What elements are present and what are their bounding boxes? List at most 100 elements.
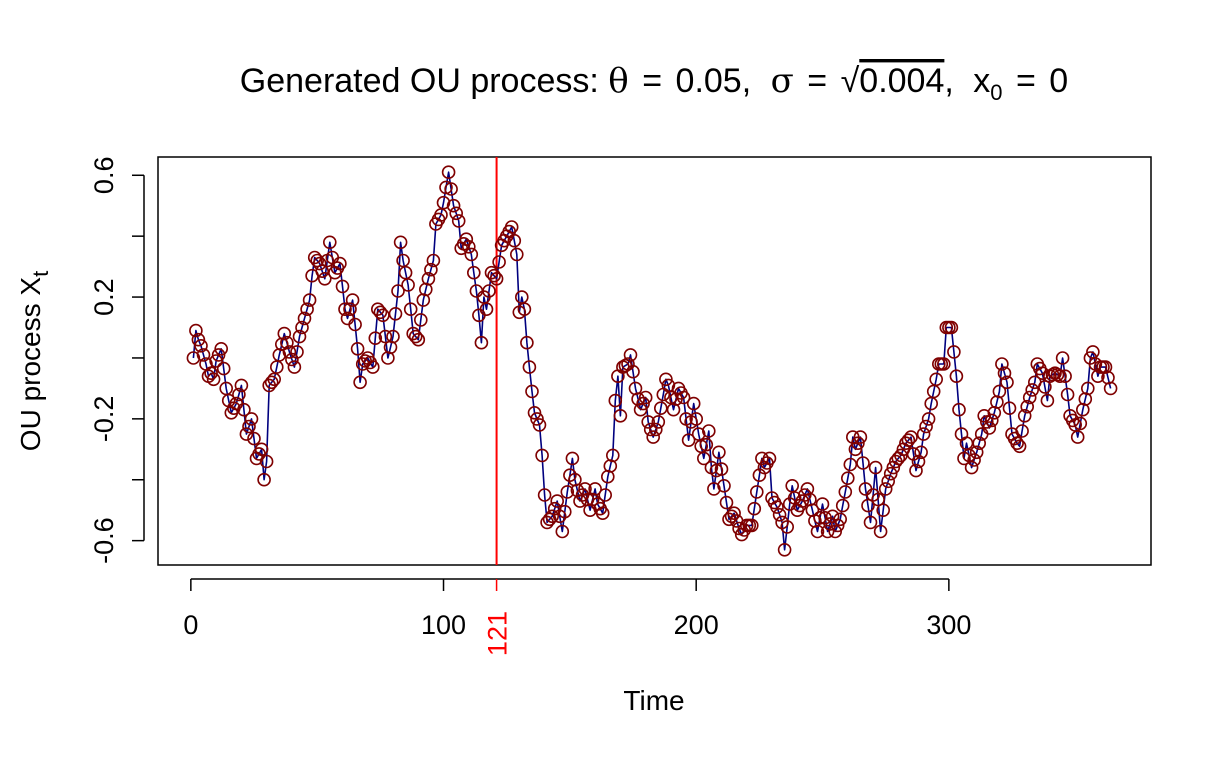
- title-comma-1: ,: [742, 62, 751, 100]
- data-point: [411, 332, 426, 347]
- data-point: [588, 482, 602, 496]
- data-point: [234, 378, 249, 393]
- y-tick-label: -0.2: [89, 396, 119, 443]
- data-point: [348, 317, 362, 332]
- data-point: [343, 302, 357, 317]
- data-point: [838, 485, 853, 499]
- data-point: [209, 354, 223, 368]
- data-point: [350, 341, 365, 356]
- data-point: [1050, 367, 1065, 382]
- data-point: [1070, 430, 1085, 444]
- data-point: [257, 472, 271, 487]
- data-point: [1058, 369, 1072, 384]
- data-point: [532, 418, 547, 432]
- data-point: [530, 412, 544, 426]
- data-point: [1060, 387, 1075, 402]
- data-point: [474, 335, 489, 350]
- data-point: [451, 214, 466, 228]
- data-point: [843, 457, 858, 472]
- title-theta-value: 0.05: [676, 62, 742, 100]
- data-point: [914, 445, 928, 460]
- data-point: [244, 412, 259, 426]
- data-point: [517, 302, 532, 317]
- data-point: [1017, 408, 1032, 423]
- data-point: [638, 390, 653, 405]
- data-point: [482, 284, 496, 298]
- data-point: [1010, 436, 1024, 451]
- data-point: [520, 335, 534, 350]
- data-point: [856, 456, 870, 470]
- title-comma-2: ,: [944, 62, 953, 100]
- data-point: [613, 408, 628, 423]
- data-point: [770, 500, 784, 514]
- data-point: [871, 492, 885, 507]
- y-tick-label: 0.6: [89, 157, 119, 195]
- data-point: [853, 430, 868, 444]
- data-point: [686, 396, 701, 411]
- data-point: [696, 451, 711, 466]
- data-point: [315, 264, 330, 279]
- data-point: [254, 442, 269, 457]
- data-point: [1012, 439, 1027, 454]
- data-point: [929, 372, 944, 387]
- data-point: [1073, 416, 1088, 431]
- data-point: [780, 520, 795, 534]
- data-point: [777, 542, 792, 557]
- data-point: [535, 448, 549, 463]
- data-point: [365, 360, 380, 374]
- data-point: [828, 524, 843, 539]
- data-point: [641, 415, 656, 429]
- data-point: [295, 320, 309, 335]
- data-point: [259, 454, 274, 469]
- data-point: [424, 262, 438, 277]
- data-point: [196, 348, 211, 362]
- data-point: [904, 430, 918, 444]
- data-point: [247, 431, 261, 446]
- data-point: [947, 345, 961, 359]
- data-point: [1103, 381, 1118, 396]
- data-point: [401, 278, 415, 292]
- data-point: [755, 451, 769, 466]
- data-point: [1081, 381, 1095, 396]
- data-point: [542, 512, 557, 527]
- data-point: [598, 488, 613, 502]
- x-axis: 0 100 200 300: [183, 578, 971, 640]
- data-point: [633, 402, 648, 417]
- data-point: [507, 233, 522, 248]
- data-point: [292, 329, 307, 344]
- data-point: [623, 348, 638, 362]
- data-point: [322, 235, 337, 250]
- data-point: [709, 463, 724, 478]
- data-point: [388, 306, 403, 321]
- x-axis-label: Time: [623, 685, 684, 716]
- y-axis-label-subscript: t: [28, 271, 53, 277]
- data-point: [550, 494, 565, 508]
- data-point: [636, 396, 650, 411]
- data-point: [449, 206, 464, 221]
- data-point: [194, 338, 208, 353]
- data-point: [466, 265, 481, 280]
- data-point: [214, 341, 228, 356]
- data-point: [368, 331, 383, 346]
- data-point: [714, 462, 729, 476]
- title-prefix: Generated OU process:: [240, 62, 609, 100]
- data-point: [820, 524, 835, 539]
- title-x0-value: 0: [1049, 62, 1068, 100]
- data-point: [840, 471, 855, 486]
- data-point: [992, 384, 1007, 399]
- data-point: [744, 518, 759, 533]
- data-point: [1038, 380, 1052, 394]
- data-point: [643, 422, 658, 437]
- data-point: [969, 445, 984, 460]
- data-point: [204, 366, 218, 381]
- data-point: [264, 375, 279, 390]
- title-equals-1: =: [642, 62, 662, 100]
- data-point: [876, 503, 891, 518]
- data-point: [977, 408, 992, 423]
- data-point: [444, 182, 458, 196]
- data-point: [302, 293, 317, 307]
- data-point: [560, 485, 575, 499]
- title-equals-3: =: [1016, 62, 1036, 100]
- data-point: [1002, 401, 1017, 416]
- data-point: [653, 401, 668, 416]
